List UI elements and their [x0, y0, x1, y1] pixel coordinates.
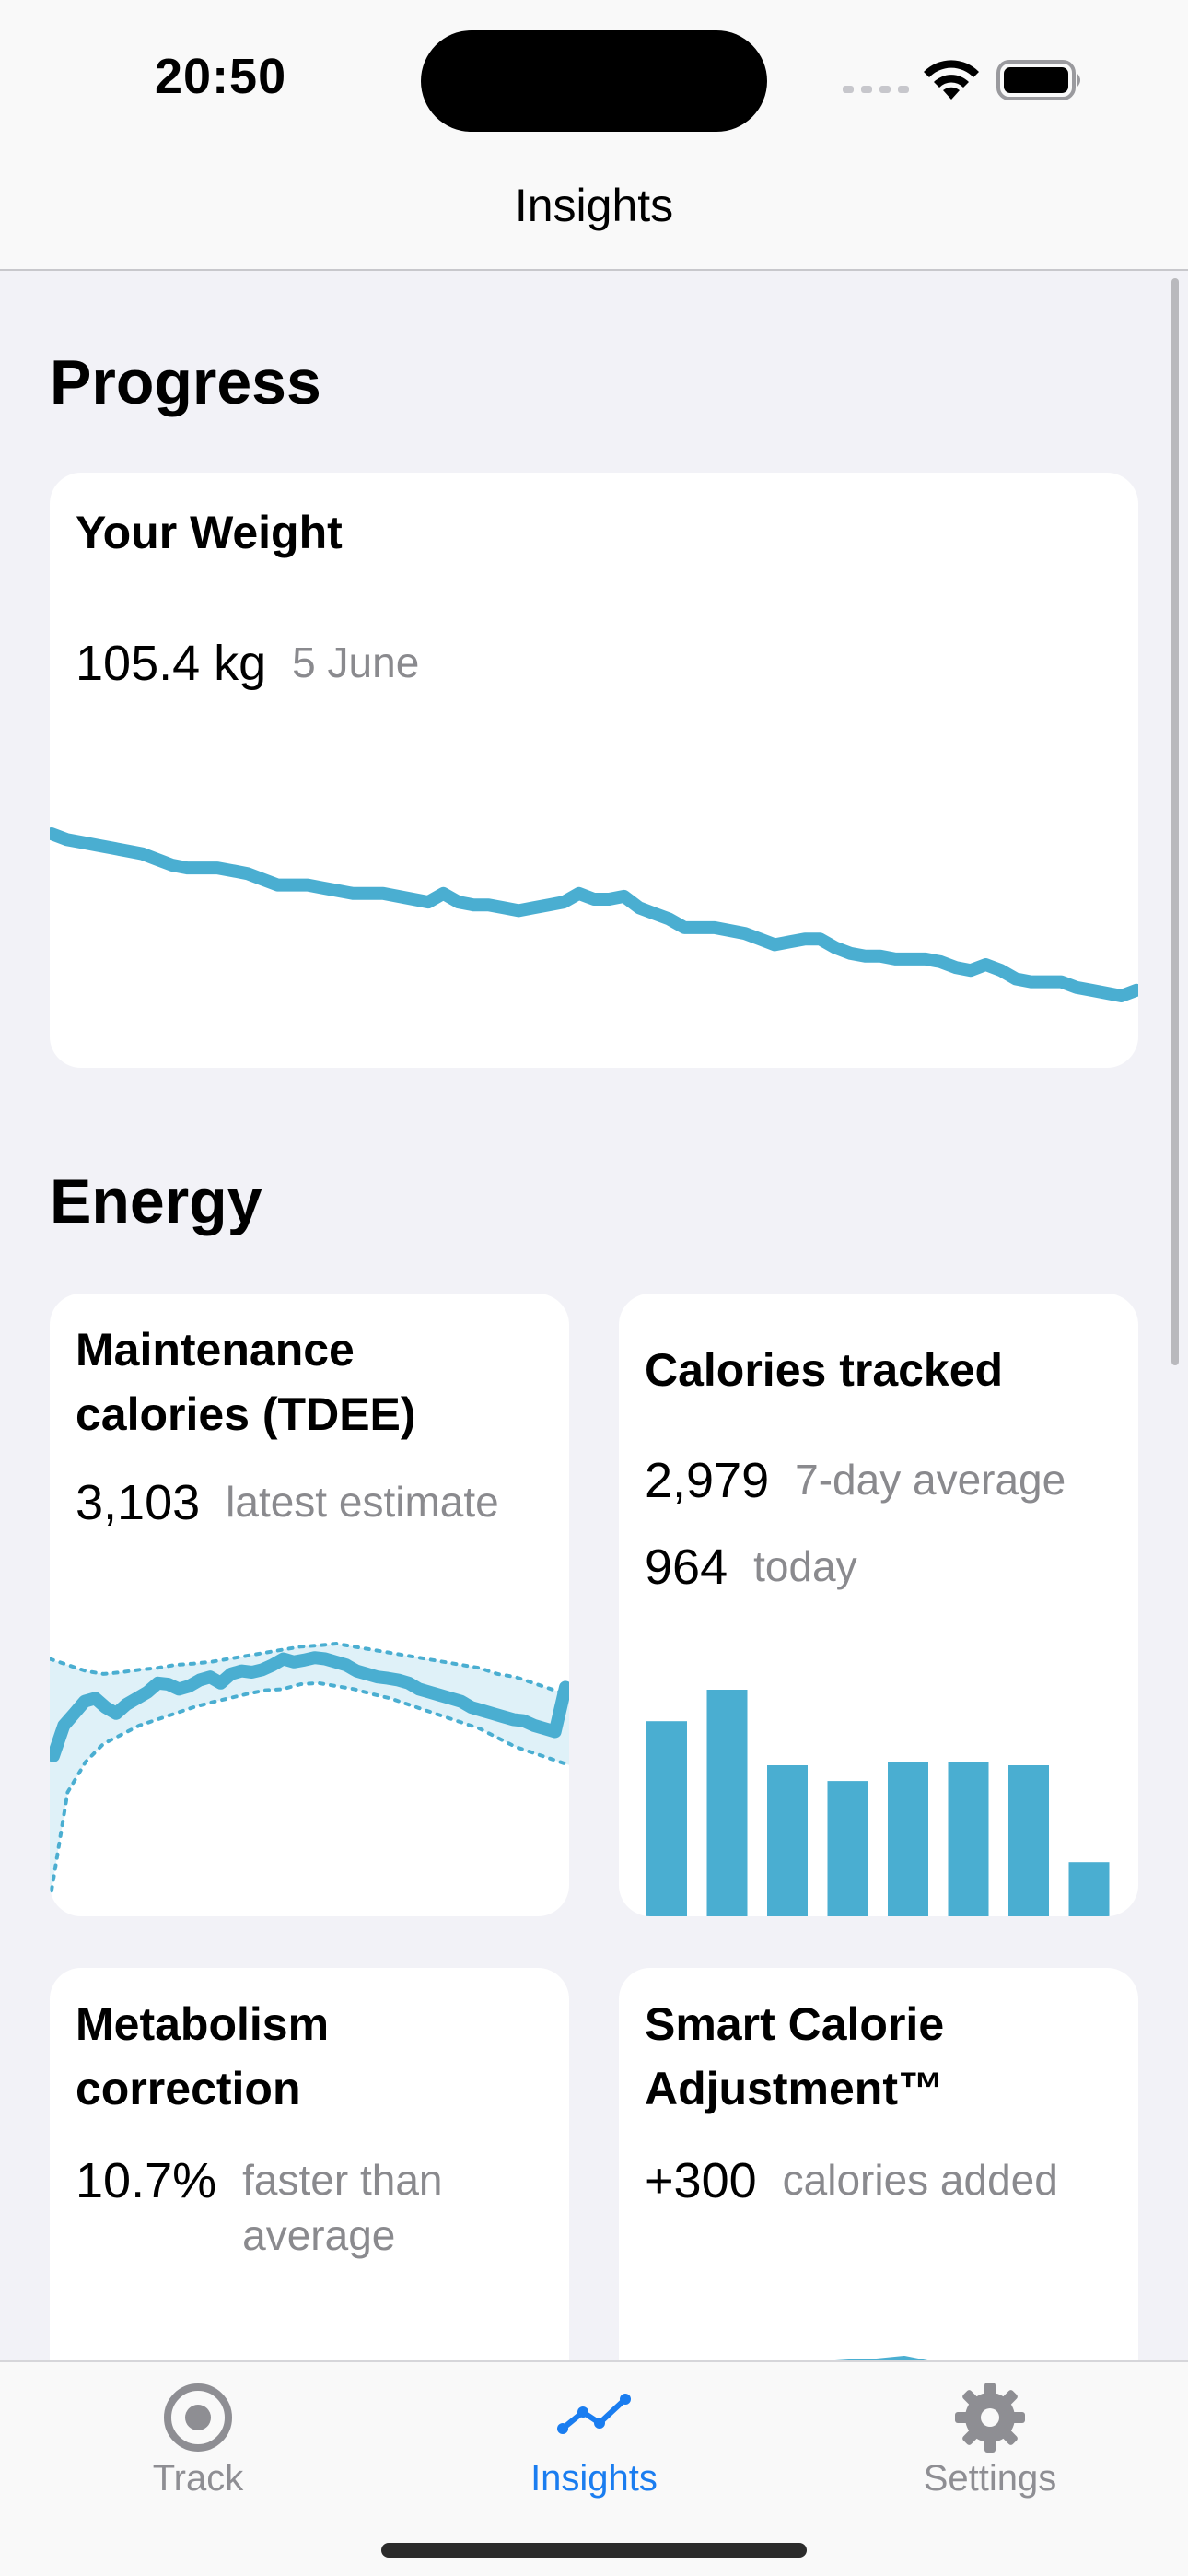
tdee-lower-bound-line [50, 1680, 569, 1903]
weight-date: 5 June [292, 638, 420, 686]
calories-today-metric: 964 today [645, 1539, 857, 1596]
tab-settings[interactable]: Settings [870, 2381, 1110, 2500]
section-title-energy: Energy [50, 1166, 262, 1236]
calorie-bar [1068, 1862, 1110, 1916]
gear-icon [955, 2383, 1025, 2453]
weight-trend-line [50, 827, 1138, 1002]
smart-calorie-value: +300 [645, 2153, 757, 2208]
tdee-value: 3,103 [76, 1475, 201, 1530]
smart-title-line2: Adjustment™ [645, 2063, 944, 2114]
navigation-bar: Insights [0, 147, 1188, 271]
tab-track[interactable]: Track [78, 2381, 318, 2500]
weight-trend-chart [50, 827, 1138, 1002]
tdee-card[interactable]: Maintenance calories (TDEE) 3,103 latest… [50, 1294, 569, 1916]
metabolism-title-line2: correction [76, 2063, 301, 2114]
status-time: 20:50 [155, 49, 287, 104]
tdee-metric: 3,103 latest estimate [76, 1474, 499, 1531]
calorie-bar [646, 1721, 687, 1916]
tab-bar: Track Insights Settings [0, 2360, 1188, 2576]
smart-title-line1: Smart Calorie [645, 1998, 945, 2050]
tdee-title-line1: Maintenance [76, 1324, 355, 1376]
status-bar: 20:50 [0, 0, 1188, 147]
smart-calorie-card-title: Smart Calorie Adjustment™ [645, 1992, 944, 2121]
tdee-estimate-line [50, 1651, 569, 1762]
tdee-confidence-band [50, 1644, 569, 1902]
metabolism-value: 10.7% [76, 2153, 217, 2208]
calories-bar-chart [646, 1690, 1110, 1916]
smart-calorie-label: calories added [782, 2156, 1058, 2204]
wifi-icon [924, 60, 979, 100]
metabolism-label-line2: average [242, 2211, 396, 2259]
page-title: Insights [514, 180, 674, 231]
tdee-trend-chart [50, 1641, 569, 1903]
metabolism-title-line1: Metabolism [76, 1998, 330, 2050]
calorie-bar [888, 1762, 928, 1916]
weight-metric: 105.4 kg 5 June [76, 635, 419, 692]
calories-average-label: 7-day average [795, 1456, 1066, 1504]
calorie-bar [767, 1765, 808, 1916]
scrollbar[interactable] [1171, 278, 1179, 1365]
metabolism-label: faster than average [242, 2152, 442, 2263]
section-title-progress: Progress [50, 347, 321, 417]
metabolism-card-title: Metabolism correction [76, 1992, 329, 2121]
tab-insights[interactable]: Insights [474, 2381, 714, 2500]
calorie-bar [827, 1781, 868, 1916]
calories-today-label: today [753, 1542, 857, 1590]
calories-average-metric: 2,979 7-day average [645, 1452, 1066, 1509]
weight-card[interactable]: Your Weight 105.4 kg 5 June [50, 473, 1138, 1068]
weight-card-title: Your Weight [76, 507, 343, 558]
trend-line-icon [557, 2394, 631, 2434]
cellular-signal-icon [843, 86, 909, 93]
tdee-label: latest estimate [226, 1478, 499, 1526]
calorie-bar [706, 1690, 748, 1916]
calories-average-value: 2,979 [645, 1453, 770, 1508]
home-indicator [381, 2543, 807, 2558]
target-icon [164, 2383, 232, 2452]
metabolism-metric: 10.7% faster than average [76, 2152, 442, 2263]
calories-card[interactable]: Calories tracked 2,979 7-day average 964… [619, 1294, 1138, 1916]
calorie-bar [1008, 1765, 1049, 1916]
calories-card-title: Calories tracked [645, 1344, 1004, 1396]
metabolism-label-line1: faster than [242, 2156, 443, 2204]
weight-value: 105.4 kg [76, 636, 267, 691]
tab-track-label: Track [152, 2458, 244, 2499]
tab-insights-label: Insights [530, 2458, 658, 2499]
tab-settings-label: Settings [923, 2458, 1057, 2499]
calories-today-value: 964 [645, 1540, 728, 1595]
tdee-card-title: Maintenance calories (TDEE) [76, 1317, 416, 1446]
tdee-upper-bound-line [50, 1641, 569, 1697]
battery-icon [996, 60, 1080, 100]
dynamic-island [421, 30, 767, 132]
calorie-bar [948, 1762, 989, 1916]
smart-calorie-metric: +300 calories added [645, 2152, 1058, 2209]
tdee-title-line2: calories (TDEE) [76, 1388, 416, 1440]
